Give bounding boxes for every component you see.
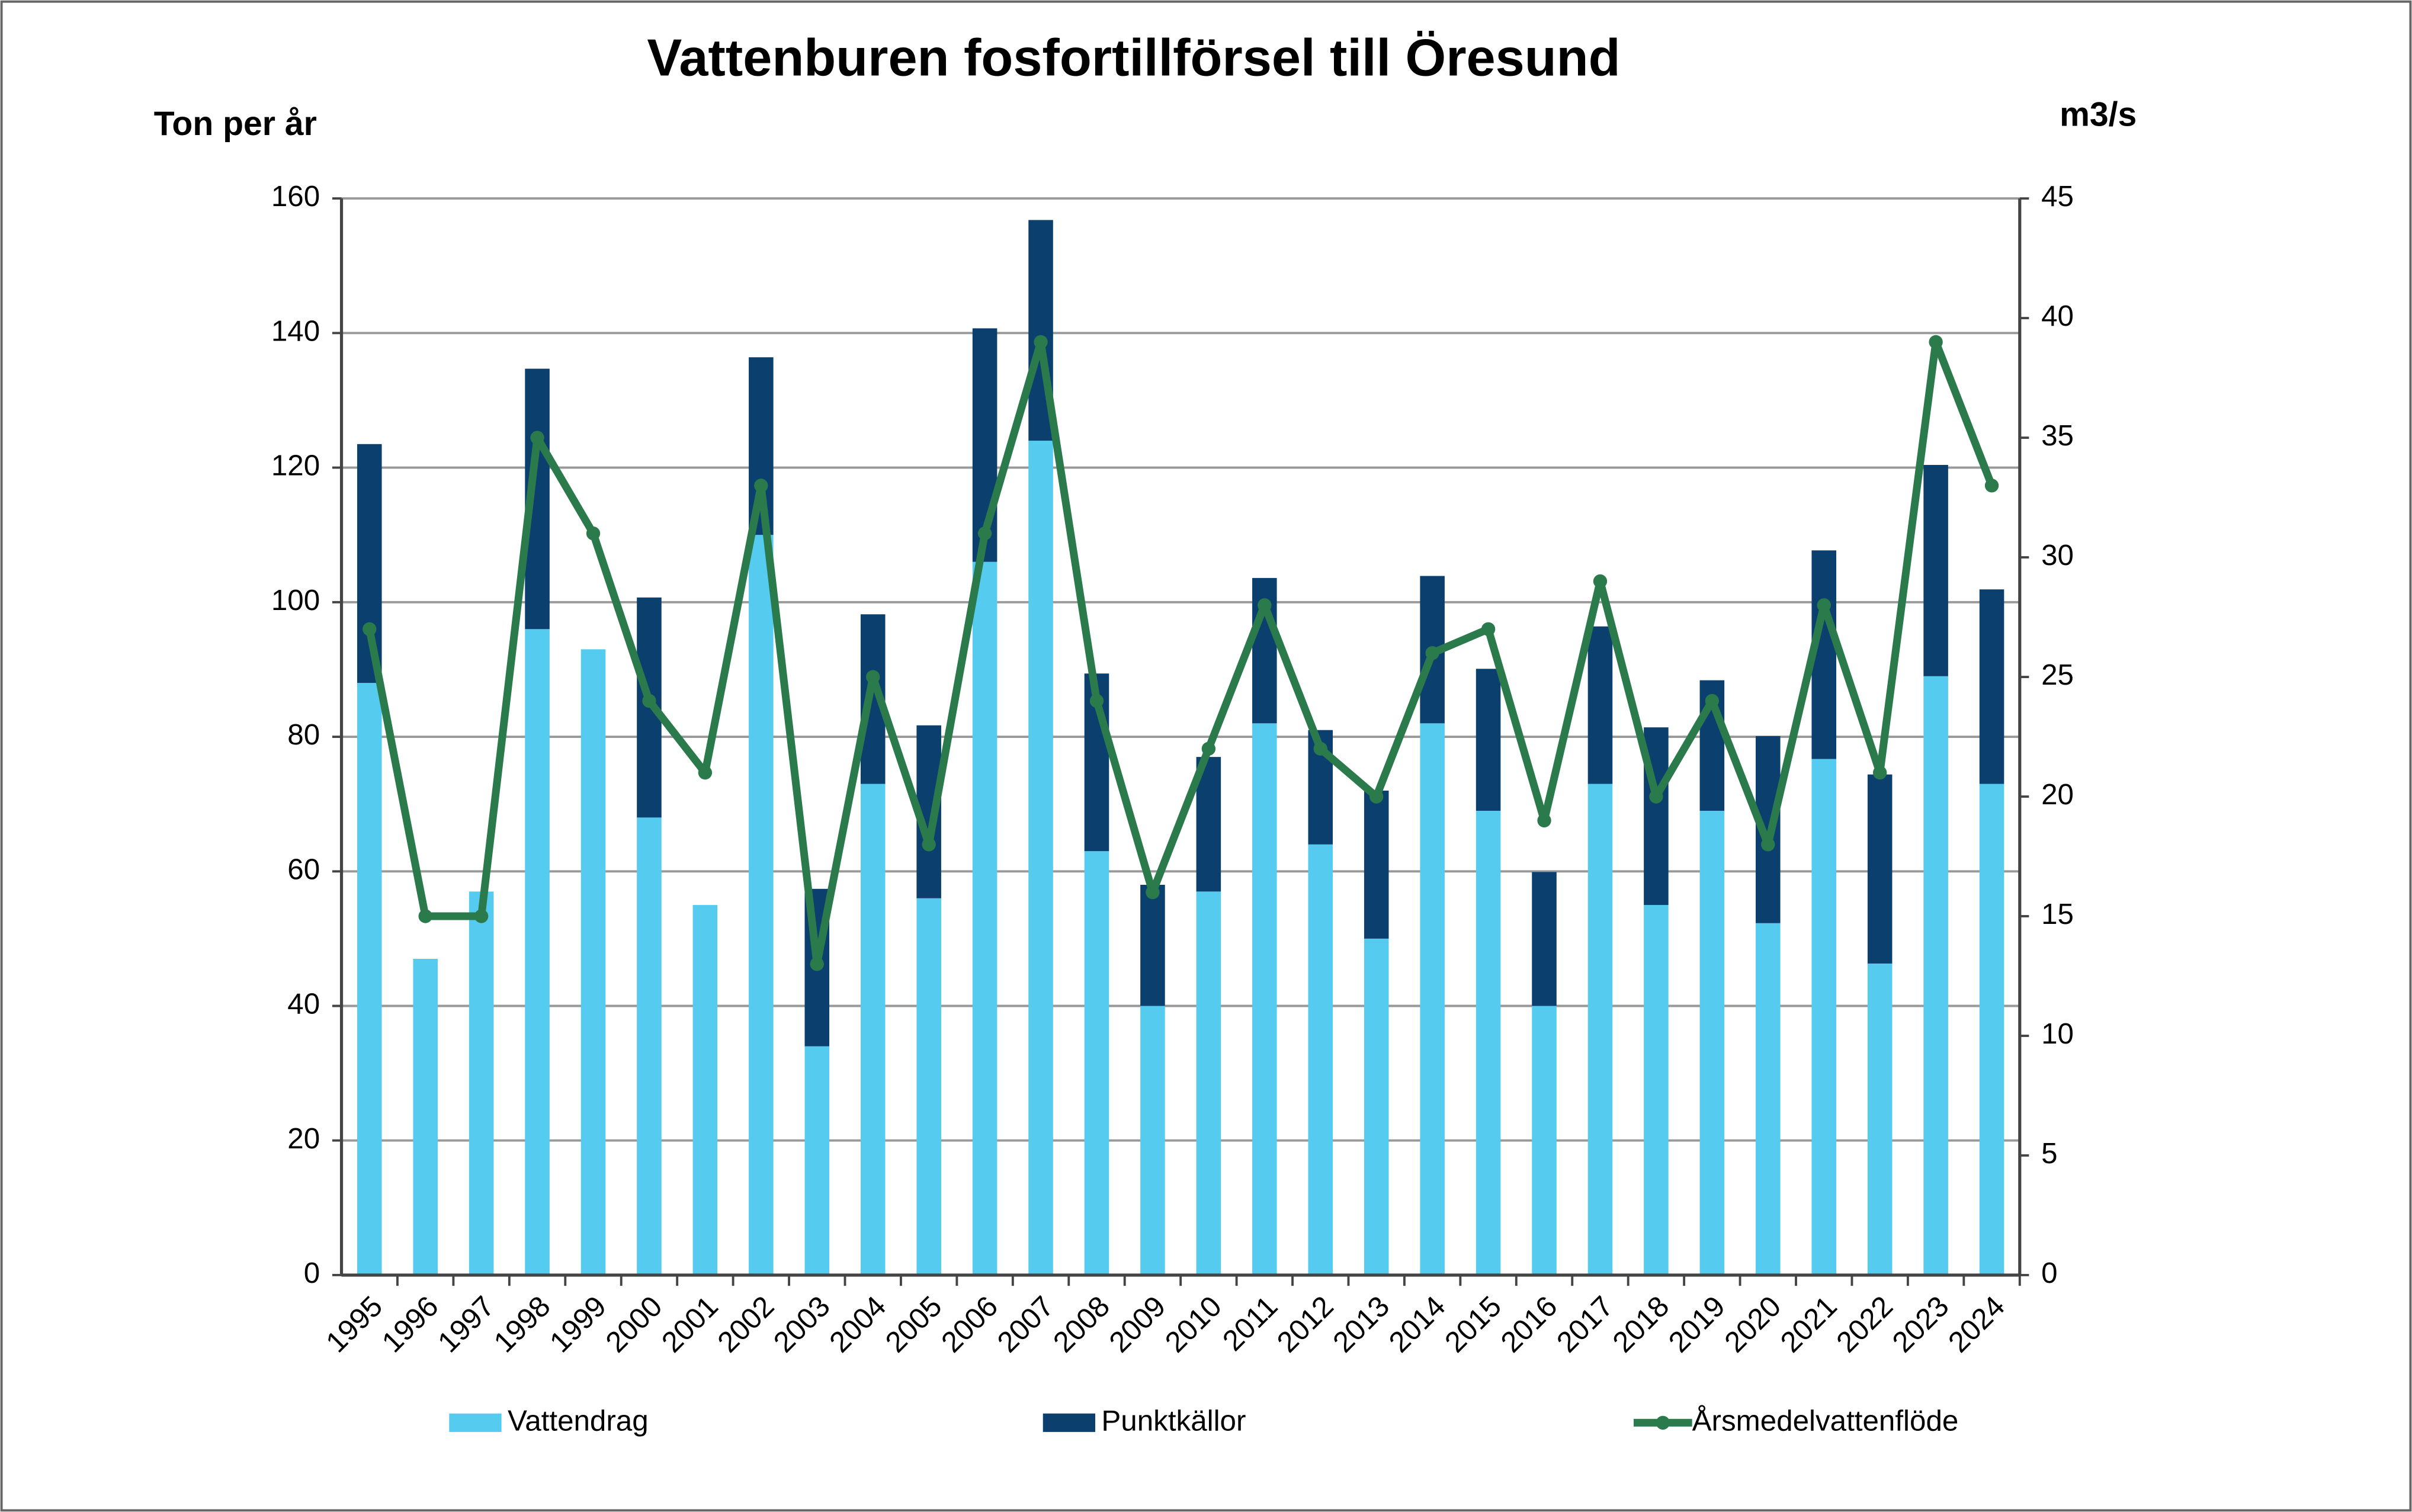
bar [1476,811,1501,1275]
bar [1699,811,1725,1275]
line-point [418,909,432,923]
y2-tick-label: 45 [2041,180,2074,213]
line-point [1761,837,1775,852]
bar [1979,784,2004,1275]
bar [1364,790,1389,939]
y-tick-label: 40 [287,988,320,1020]
bar [1587,626,1613,784]
line-point [754,479,768,493]
bar [1308,844,1333,1275]
line-point [810,957,824,971]
legend-label: Punktkällor [1101,1404,1246,1437]
bar [1811,759,1837,1275]
bar [1420,723,1445,1275]
bar [1867,963,1893,1275]
line-point [1593,574,1608,589]
legend-swatch [449,1413,502,1432]
line-point [866,670,880,684]
bar [1364,938,1389,1275]
bar [1196,891,1221,1275]
line-point [1425,646,1439,660]
bar [860,784,886,1275]
y-tick-label: 80 [287,718,320,751]
y2-axis-title: m3/s [2060,96,2137,134]
bar [916,898,941,1275]
bar [972,561,997,1275]
line-point [642,694,656,708]
y2-tick-label: 15 [2041,898,2074,930]
bar [804,1046,830,1275]
bar [1979,589,2004,784]
line-point [1146,885,1160,900]
legend-label: Årsmedelvattenflöde [1692,1404,1959,1437]
line-point [1481,622,1496,636]
bar [1140,884,1165,1006]
line-point [474,909,489,923]
y2-tick-label: 0 [2041,1257,2057,1289]
bar [1923,465,1948,676]
y2-tick-label: 30 [2041,539,2074,572]
y2-tick-label: 35 [2041,419,2074,452]
y-axis-title: Ton per år [154,105,317,143]
y-tick-label: 0 [304,1257,320,1289]
line-point [1649,789,1663,804]
bar [1923,676,1948,1275]
line-point [922,837,936,852]
bar [692,905,718,1275]
bar [1252,723,1277,1275]
y2-tick-label: 25 [2041,659,2074,691]
line-point [1817,598,1831,612]
line-point [977,526,992,541]
y-tick-label: 120 [271,450,320,482]
bar [1532,1006,1557,1275]
y-tick-label: 20 [287,1122,320,1155]
line-point [1369,789,1384,804]
chart-title: Vattenburen fosfortillförsel till Öresun… [647,28,1620,86]
line-point [1872,765,1887,780]
line-point [698,765,713,780]
bar [1644,905,1669,1275]
line-point [530,431,544,445]
y-tick-label: 60 [287,853,320,885]
line-point [1537,813,1551,828]
bar [469,891,494,1275]
y-tick-label: 100 [271,584,320,617]
bar [1587,784,1613,1275]
y-tick-label: 140 [271,314,320,347]
line-point [1258,598,1272,612]
bar [1532,872,1557,1006]
bar [1756,923,1781,1275]
line-point [1313,741,1327,756]
bar [525,629,550,1275]
bar [580,649,606,1275]
bar [413,958,438,1275]
legend-marker [1656,1415,1670,1430]
line-point [1705,694,1720,708]
y2-tick-label: 20 [2041,778,2074,811]
bar [1867,774,1893,964]
bar [1084,851,1109,1275]
y-tick-label: 160 [271,180,320,213]
bar [637,817,662,1275]
line-series [365,338,1996,968]
line-point [1089,694,1104,708]
bar [1476,669,1501,811]
line-point [1034,335,1048,349]
line-point [1201,741,1216,756]
y2-tick-label: 10 [2041,1017,2074,1050]
line-point [1984,479,1999,493]
line-point [363,622,377,636]
legend-label: Vattendrag [508,1404,649,1437]
legend-swatch [1043,1413,1096,1432]
bar [749,535,774,1275]
y2-tick-label: 5 [2041,1137,2057,1170]
line-point [1929,335,1943,349]
y2-tick-label: 40 [2041,300,2074,332]
line-point [586,526,601,541]
bar [1140,1006,1165,1275]
bar [357,683,382,1275]
bar [1028,441,1053,1275]
